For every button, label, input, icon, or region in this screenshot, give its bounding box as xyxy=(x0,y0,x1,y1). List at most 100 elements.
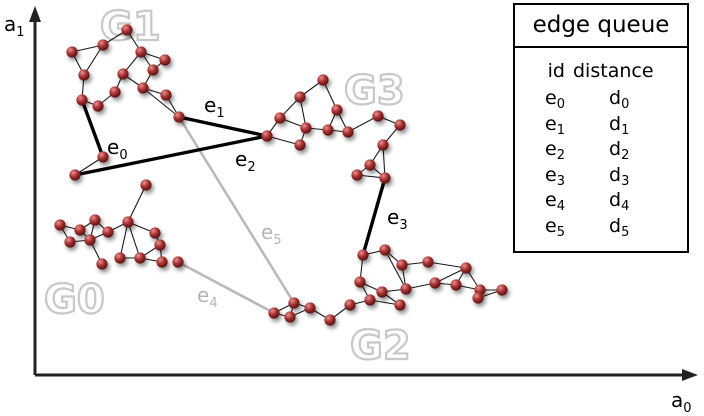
axes: a1 a0 xyxy=(4,6,698,416)
graph-node xyxy=(84,234,96,246)
edge-label-e3: e3 xyxy=(387,205,408,233)
edge-label-e2: e2 xyxy=(235,147,256,175)
queue-row-id: e2 xyxy=(545,138,565,163)
x-axis-arrow-icon xyxy=(682,369,698,381)
queue-row-distance: d0 xyxy=(609,87,630,112)
queue-row-id: e4 xyxy=(545,189,565,214)
graph-node xyxy=(344,299,356,311)
graph-node xyxy=(117,68,129,80)
queue-row-distance: d4 xyxy=(609,189,630,214)
bold-edge-e0 xyxy=(80,98,105,159)
graph-node xyxy=(173,111,185,123)
graph-node xyxy=(268,307,280,319)
queue-row-id: e3 xyxy=(545,163,565,189)
bold-edge-e2 xyxy=(73,134,269,177)
edge-label-e5: e5 xyxy=(261,220,282,248)
graph-node xyxy=(147,64,159,76)
graph-node xyxy=(460,262,472,274)
graph-node xyxy=(160,89,172,101)
graph-node xyxy=(364,159,376,171)
queue-row: e1 d1 xyxy=(515,112,687,138)
cluster-edge xyxy=(127,184,147,223)
graph-node xyxy=(377,139,389,151)
graph-node xyxy=(109,86,121,98)
graph-node xyxy=(261,130,273,142)
x-axis-label: a0 xyxy=(671,388,692,416)
graph-node xyxy=(364,294,376,306)
cluster-edge xyxy=(83,44,104,76)
graph-node xyxy=(450,279,462,291)
edge-labels: e0 e1 e2 e3 e4 e5 xyxy=(107,93,408,311)
cluster-edge xyxy=(434,267,467,284)
graph-node xyxy=(394,299,406,311)
cluster-edge xyxy=(119,221,129,259)
queue-row-distance: d5 xyxy=(609,214,630,240)
queue-row-distance: d3 xyxy=(609,163,630,189)
graph-node xyxy=(135,46,147,58)
graph-labels: G1 G0 G3 G2 xyxy=(43,3,412,370)
cluster-edge xyxy=(384,249,407,290)
graph-node xyxy=(331,104,343,116)
edge-queue-header: id distance xyxy=(515,60,687,86)
graph-node xyxy=(422,256,434,268)
graph-node xyxy=(96,258,108,270)
column-header-id: id xyxy=(547,60,565,82)
graph-node xyxy=(322,124,334,136)
graph-node xyxy=(89,214,101,226)
graph-node xyxy=(400,283,412,295)
graph-node xyxy=(372,110,384,122)
graph-node xyxy=(317,74,329,86)
graph-node xyxy=(76,94,88,106)
graph-node xyxy=(159,54,171,66)
graph-node xyxy=(121,24,133,36)
graph-node xyxy=(396,259,408,271)
graph-node xyxy=(149,227,161,239)
graph-node xyxy=(379,244,391,256)
graph-node xyxy=(137,82,149,94)
edge-label-e0: e0 xyxy=(107,135,128,163)
graph-node xyxy=(97,151,109,163)
cluster-edge xyxy=(347,115,379,133)
queue-row: e2 d2 xyxy=(515,137,687,163)
graph-node xyxy=(54,219,66,231)
faint-edge-e5 xyxy=(177,115,296,305)
queue-row: e3 d3 xyxy=(515,163,687,189)
graph-node xyxy=(342,126,354,138)
cluster-edge xyxy=(127,221,141,259)
queue-row: e0 d0 xyxy=(515,86,687,112)
edge-queue-rows: e0 d0 e1 d1 e2 d2 e3 d3 e4 d4 e5 d5 xyxy=(515,86,687,239)
graph-label-g0: G0 xyxy=(44,277,105,323)
graph-node xyxy=(429,277,441,289)
graph-nodes xyxy=(54,24,508,326)
graph-node xyxy=(304,302,316,314)
edge-label-e4: e4 xyxy=(197,283,218,311)
queue-row-id: e0 xyxy=(545,87,565,112)
queue-row: e5 d5 xyxy=(515,214,687,240)
graph-node xyxy=(69,169,81,181)
graph-label-g3: G3 xyxy=(344,68,405,114)
queue-row-distance: d1 xyxy=(609,112,630,138)
bold-edge-e3 xyxy=(361,176,387,257)
queue-row-distance: d2 xyxy=(609,138,630,163)
graph-node xyxy=(294,91,306,103)
graph-node xyxy=(354,276,366,288)
y-axis-arrow-icon xyxy=(29,6,41,22)
graph-node xyxy=(288,297,300,309)
bold-connecting-edges xyxy=(73,98,387,257)
edge-queue-title: edge queue xyxy=(515,5,687,48)
edge-label-e1: e1 xyxy=(204,93,225,121)
graph-node xyxy=(74,224,86,236)
graph-node xyxy=(140,179,152,191)
graph-node xyxy=(324,314,336,326)
graph-node xyxy=(379,172,391,184)
graph-node xyxy=(357,249,369,261)
graph-node xyxy=(114,252,126,264)
graph-node xyxy=(274,112,286,124)
graph-node xyxy=(351,169,363,181)
y-axis-label: a1 xyxy=(4,12,25,40)
bold-edge-e1 xyxy=(177,115,269,138)
cluster-edge xyxy=(266,135,301,146)
faint-edge-e4 xyxy=(176,260,276,315)
